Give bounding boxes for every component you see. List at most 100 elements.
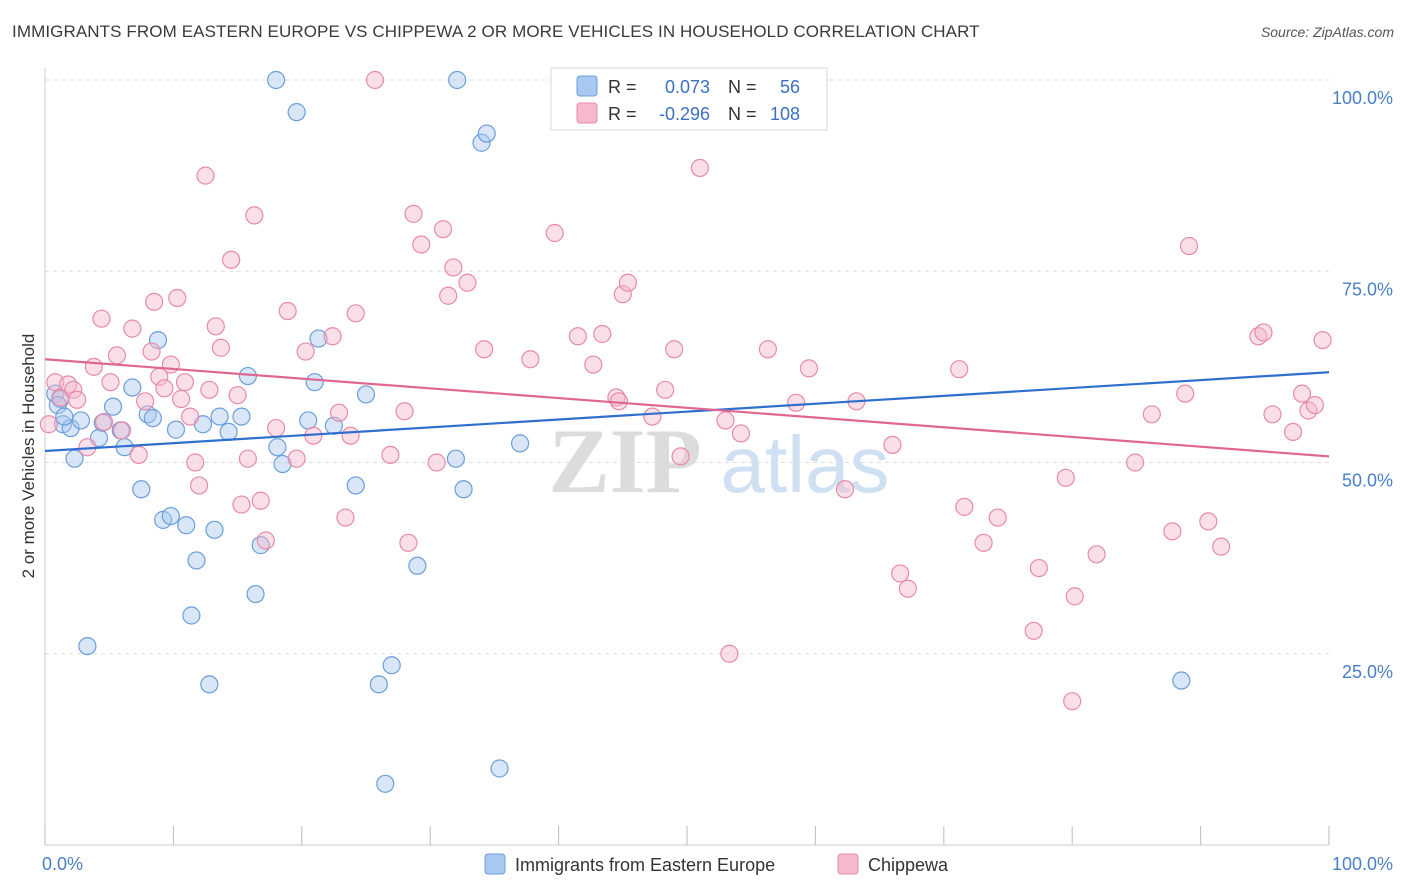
source-label: Source: ZipAtlas.com [1260,24,1394,40]
point-eastern-europe-12 [123,378,142,397]
stats-n-value-2: 108 [770,104,800,124]
point-eastern-europe-28 [232,407,251,426]
stats-swatch-2 [576,102,598,124]
point-eastern-europe-45 [408,556,427,575]
point-chippewa-73 [690,158,709,178]
point-eastern-europe-51 [490,759,509,778]
point-chippewa-16 [142,342,161,361]
point-eastern-europe-6 [78,636,97,656]
grid-lines [45,79,1329,655]
point-eastern-europe-8 [93,413,112,432]
point-chippewa-35 [245,206,264,225]
stats-n-label-1: N = [728,77,757,97]
point-chippewa-13 [123,319,142,338]
point-chippewa-45 [336,508,355,527]
point-chippewa-86 [955,497,974,516]
point-chippewa-17 [145,292,164,311]
legend-label-chippewa: Chippewa [868,855,949,875]
point-chippewa-79 [799,359,819,378]
point-eastern-europe-36 [299,411,318,430]
point-chippewa-74 [716,411,735,430]
point-chippewa-77 [758,340,777,359]
stats-r-value-1: 0.073 [665,77,710,97]
point-chippewa-80 [835,480,855,499]
point-chippewa-71 [665,340,684,359]
point-chippewa-19 [155,379,174,398]
chart-title: IMMIGRANTS FROM EASTERN EUROPE VS CHIPPE… [12,22,980,41]
point-chippewa-54 [427,453,446,472]
point-eastern-europe-49 [472,133,491,152]
stats-n-label-2: N = [728,104,757,124]
point-chippewa-100 [1199,512,1218,531]
point-chippewa-32 [228,386,247,405]
point-chippewa-108 [1305,396,1324,415]
point-eastern-europe-55 [55,407,74,426]
point-chippewa-0 [39,415,58,434]
point-chippewa-85 [950,360,969,379]
point-eastern-europe-15 [143,409,162,428]
point-chippewa-96 [1142,405,1161,424]
point-eastern-europe-21 [182,606,201,625]
point-eastern-europe-40 [346,476,365,495]
point-chippewa-109 [1313,331,1332,350]
point-chippewa-52 [404,204,423,223]
point-chippewa-104 [1263,405,1282,424]
legend-swatch-eastern-europe [484,853,506,875]
point-chippewa-25 [186,453,205,472]
trend-line-eastern-europe [44,371,1330,453]
stats-n-value-1: 56 [780,77,800,97]
stats-r-value-2: -0.296 [659,104,710,124]
point-chippewa-60 [521,350,540,369]
point-eastern-europe-43 [376,774,395,793]
point-eastern-europe-35 [287,103,306,122]
watermark-zip: ZIP [548,410,701,512]
y-axis-title: 2 or more Vehicles in Household [19,334,38,579]
point-eastern-europe-22 [187,551,206,570]
point-eastern-europe-3 [61,418,80,438]
point-eastern-europe-27 [219,422,238,441]
point-eastern-europe-54 [1172,671,1191,690]
stats-swatch-1 [576,75,598,97]
point-chippewa-8 [92,309,111,328]
tick-labels: 25.0% 50.0% 75.0% 100.0% 0.0% 100.0% [42,88,1393,874]
trend-line-chippewa [44,358,1330,458]
point-chippewa-33 [232,495,251,514]
watermark: ZIP atlas [548,410,889,512]
point-chippewa-53 [412,235,431,254]
point-chippewa-90 [1024,621,1043,640]
point-chippewa-64 [593,324,612,344]
point-chippewa-41 [296,342,315,361]
point-eastern-europe-46 [446,449,465,468]
legend-swatch-chippewa [837,853,859,875]
point-chippewa-106 [1292,384,1312,403]
point-chippewa-70 [656,380,675,399]
point-eastern-europe-26 [210,407,229,426]
point-eastern-europe-34 [267,70,286,90]
point-chippewa-99 [1179,236,1199,256]
point-eastern-europe-41 [356,385,376,404]
point-chippewa-50 [395,402,414,421]
watermark-atlas: atlas [721,420,890,509]
point-eastern-europe-52 [510,434,530,453]
point-chippewa-28 [200,380,219,399]
point-eastern-europe-9 [103,397,123,416]
point-chippewa-12 [112,421,132,440]
point-chippewa-88 [988,508,1007,527]
point-eastern-europe-48 [448,70,467,90]
point-chippewa-98 [1176,384,1195,403]
point-chippewa-27 [196,166,215,185]
point-eastern-europe-5 [71,411,91,430]
point-eastern-europe-47 [454,480,473,499]
axes [44,68,1330,846]
point-chippewa-48 [365,70,385,90]
point-chippewa-51 [399,533,418,552]
x-tick-label-1: 100.0% [1332,854,1393,874]
point-chippewa-72 [671,447,690,466]
point-chippewa-57 [444,258,463,277]
point-chippewa-3 [59,375,78,394]
point-chippewa-55 [433,220,453,239]
point-chippewa-49 [381,445,400,464]
point-chippewa-105 [1283,422,1303,441]
point-chippewa-29 [206,317,225,336]
